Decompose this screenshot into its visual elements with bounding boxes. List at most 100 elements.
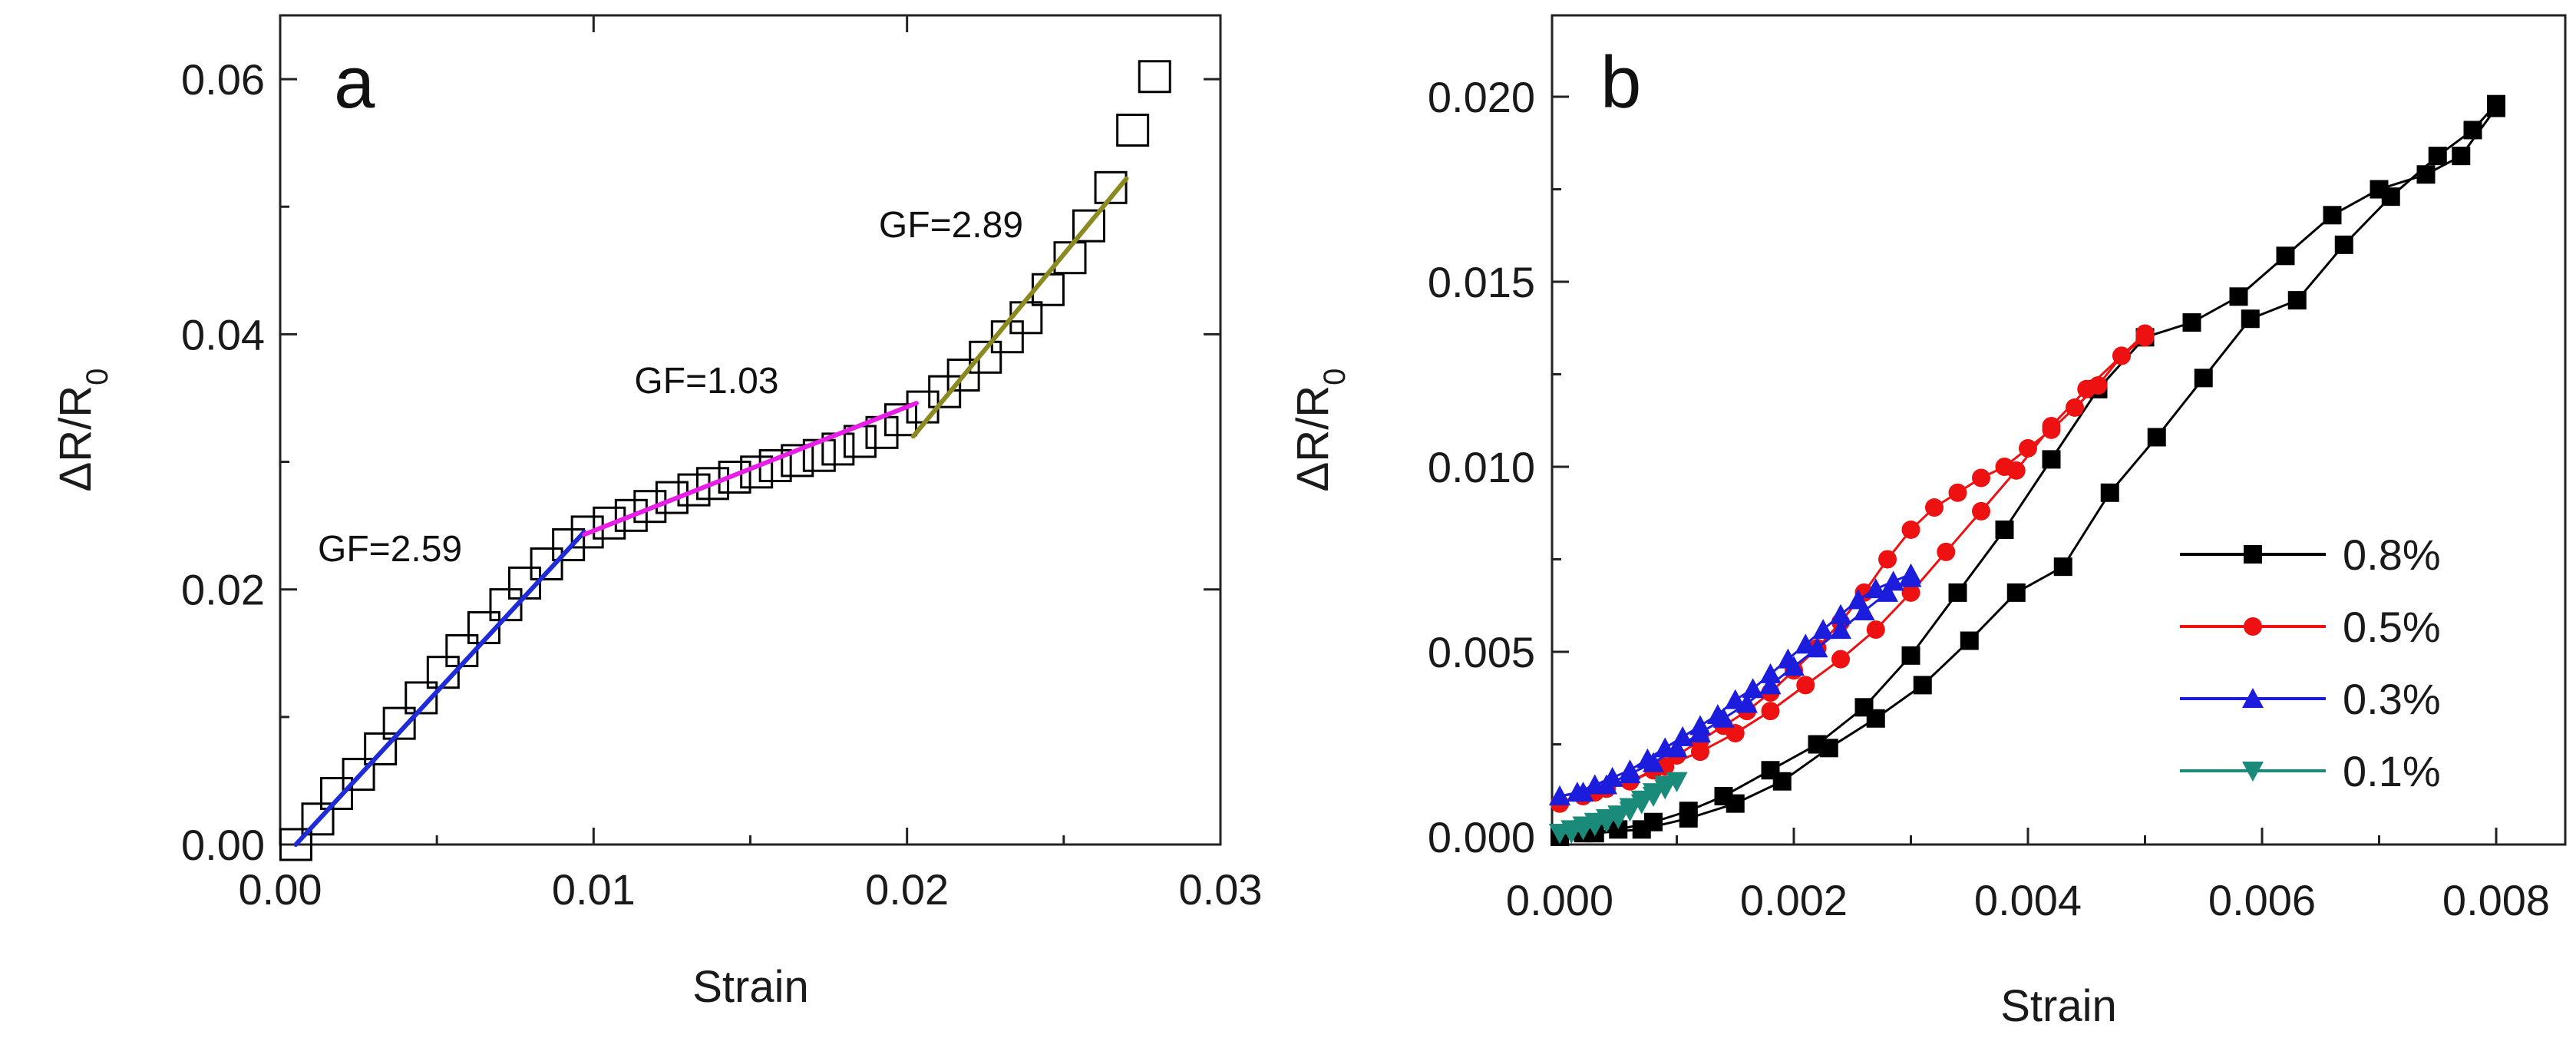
panel-a-y-axis-title: ΔR/R0 [51,369,114,492]
panel-b-data-point [1972,501,1990,521]
panel-b-data-point [1831,650,1850,669]
panel-b-legend-marker [2242,762,2264,782]
panel-b-series-2 [1549,563,1922,805]
panel-b-plot-frame [1551,14,2567,846]
panel-b-series-3 [1549,772,1688,845]
panel-b-x-tick-label: 0.008 [2442,876,2550,924]
panel-b-y-tick-label: 0.005 [1428,628,1535,676]
panel-b-data-point [1549,824,1570,845]
panel-b-data-point [1712,707,1735,728]
panel-b-data-point [2416,165,2436,184]
panel-a-y-axis-title-main: ΔR/R [51,385,101,492]
panel-b-data-point [1726,794,1745,813]
panel-a-data-point [781,444,814,478]
panel-b-x-tick-label: 0.006 [2208,876,2316,924]
panel-a-data-point [677,473,711,507]
panel-b-data-point [1772,772,1792,791]
panel-b-data-point [2334,235,2353,254]
panel-a-data-point [696,467,729,501]
panel-b-data-point [1724,689,1746,709]
panel-b-legend-label: 0.5% [2343,603,2441,651]
panel-a-x-tick-label: 0.02 [865,865,949,914]
panel-b-data-point [2182,313,2201,332]
panel-b-data-point [2463,121,2482,140]
panel-b-data-point [1643,752,1664,772]
panel-a-data-point [718,460,751,494]
panel-b-series [1549,94,2505,846]
panel-b-data-point [1795,633,1817,654]
panel-a-x-axis-title: Strain [692,962,809,1012]
panel-b-data-point [1726,724,1745,743]
panel-b-data-point [1877,581,1898,602]
panel-b-y-tick-label: 0.015 [1428,258,1535,306]
panel-b-data-point [1830,603,1851,624]
panel-a-data-point [552,528,586,562]
panel-b-tick-labels: 0.000 0.002 0.004 0.006 0.008 0.000 0.005 0.010… [1428,73,2550,924]
panel-b-legend-entry: 0.1% [2180,747,2441,795]
panel-a-data-point [946,359,980,392]
panel-b-data-point [1783,656,1805,676]
panel-b-data-point [1742,678,1764,699]
panel-b-data-point [1972,468,1990,488]
panel-b-data-point [2229,287,2248,306]
panel-b-data-point [1666,772,1688,792]
panel-b-data-point [1866,709,1885,728]
panel-b-legend-label: 0.1% [2343,747,2441,795]
panel-b-data-point [1796,676,1815,695]
panel-b-data-point [2053,557,2072,577]
panel-b-data-point [2194,369,2213,388]
panel-b-data-point [1901,646,1920,665]
panel-b-data-point [1632,820,1651,839]
panel-b-data-point [1666,737,1688,758]
panel-b-data-point [1913,676,1932,695]
panel-b-data-point [2042,417,2061,435]
panel-b-data-point [1630,794,1653,815]
panel-b-data-point [1596,774,1617,795]
panel-b-data-point [1689,722,1711,743]
panel-a-x-tick-label: 0.03 [1179,865,1263,914]
panel-a-data-point [405,681,438,715]
panel-a-annotations: GF=2.59 GF=1.03 GF=2.89 [318,205,1023,570]
panel-b-data-point [1830,619,1851,640]
panel-b-data-point [1900,567,1922,587]
panel-b-data-point [2006,461,2026,480]
panel-b-data-point [1960,631,1979,650]
panel-a-data-point [614,498,648,532]
panel-b-data-point [1549,785,1570,805]
panel-b-x-tick-label: 0.000 [1506,876,1613,924]
panel-b-data-point [1853,600,1875,620]
panel-b-data-point [2019,438,2037,458]
panel-a-chart: 0.00 0.01 0.02 0.03 0.00 0.02 0.04 0.06 GF=2.59… [51,14,1263,1012]
panel-b-y-tick-label: 0.020 [1428,73,1535,121]
panel-b-data-point [1619,802,1641,822]
panel-a-fit-line [910,176,1129,439]
panel-a-tick-labels: 0.00 0.01 0.02 0.03 0.00 0.02 0.04 0.06 [181,55,1263,914]
panel-a-data-point [1072,209,1105,243]
panel-b-data-point [2042,450,2061,469]
panel-a-data-point [1009,301,1043,335]
panel-a-data-point [1138,60,1171,94]
panel-b-data-point [2287,291,2307,310]
panel-a-letter: a [334,41,375,124]
panel-b-data-point [2077,379,2096,398]
panel-b-data-point [2006,583,2026,602]
panel-a-data-point [884,403,917,437]
panel-a-y-tick-label: 0.02 [181,566,265,614]
panel-a-y-tick-label: 0.04 [181,310,265,359]
panel-a-fit-line [582,401,919,537]
panel-a-data-point [969,340,1002,374]
panel-a-data-point [633,490,667,524]
panel-b-data-point [1759,674,1782,695]
panel-b-data-point [1901,583,1920,602]
panel-b-data-point [2487,94,2505,114]
panel-b-letter: b [1600,41,1641,124]
panel-a-data-points [279,60,1171,861]
panel-b-x-axis-title: Strain [2000,981,2117,1031]
panel-b-y-tick-label: 0.000 [1428,813,1535,861]
panel-a-data-point [1053,241,1087,275]
panel-b-data-point [1948,583,1967,602]
panel-b-data-point [1948,483,1967,502]
panel-b-legend-marker [2244,545,2262,564]
panel-a-data-point [530,547,563,580]
